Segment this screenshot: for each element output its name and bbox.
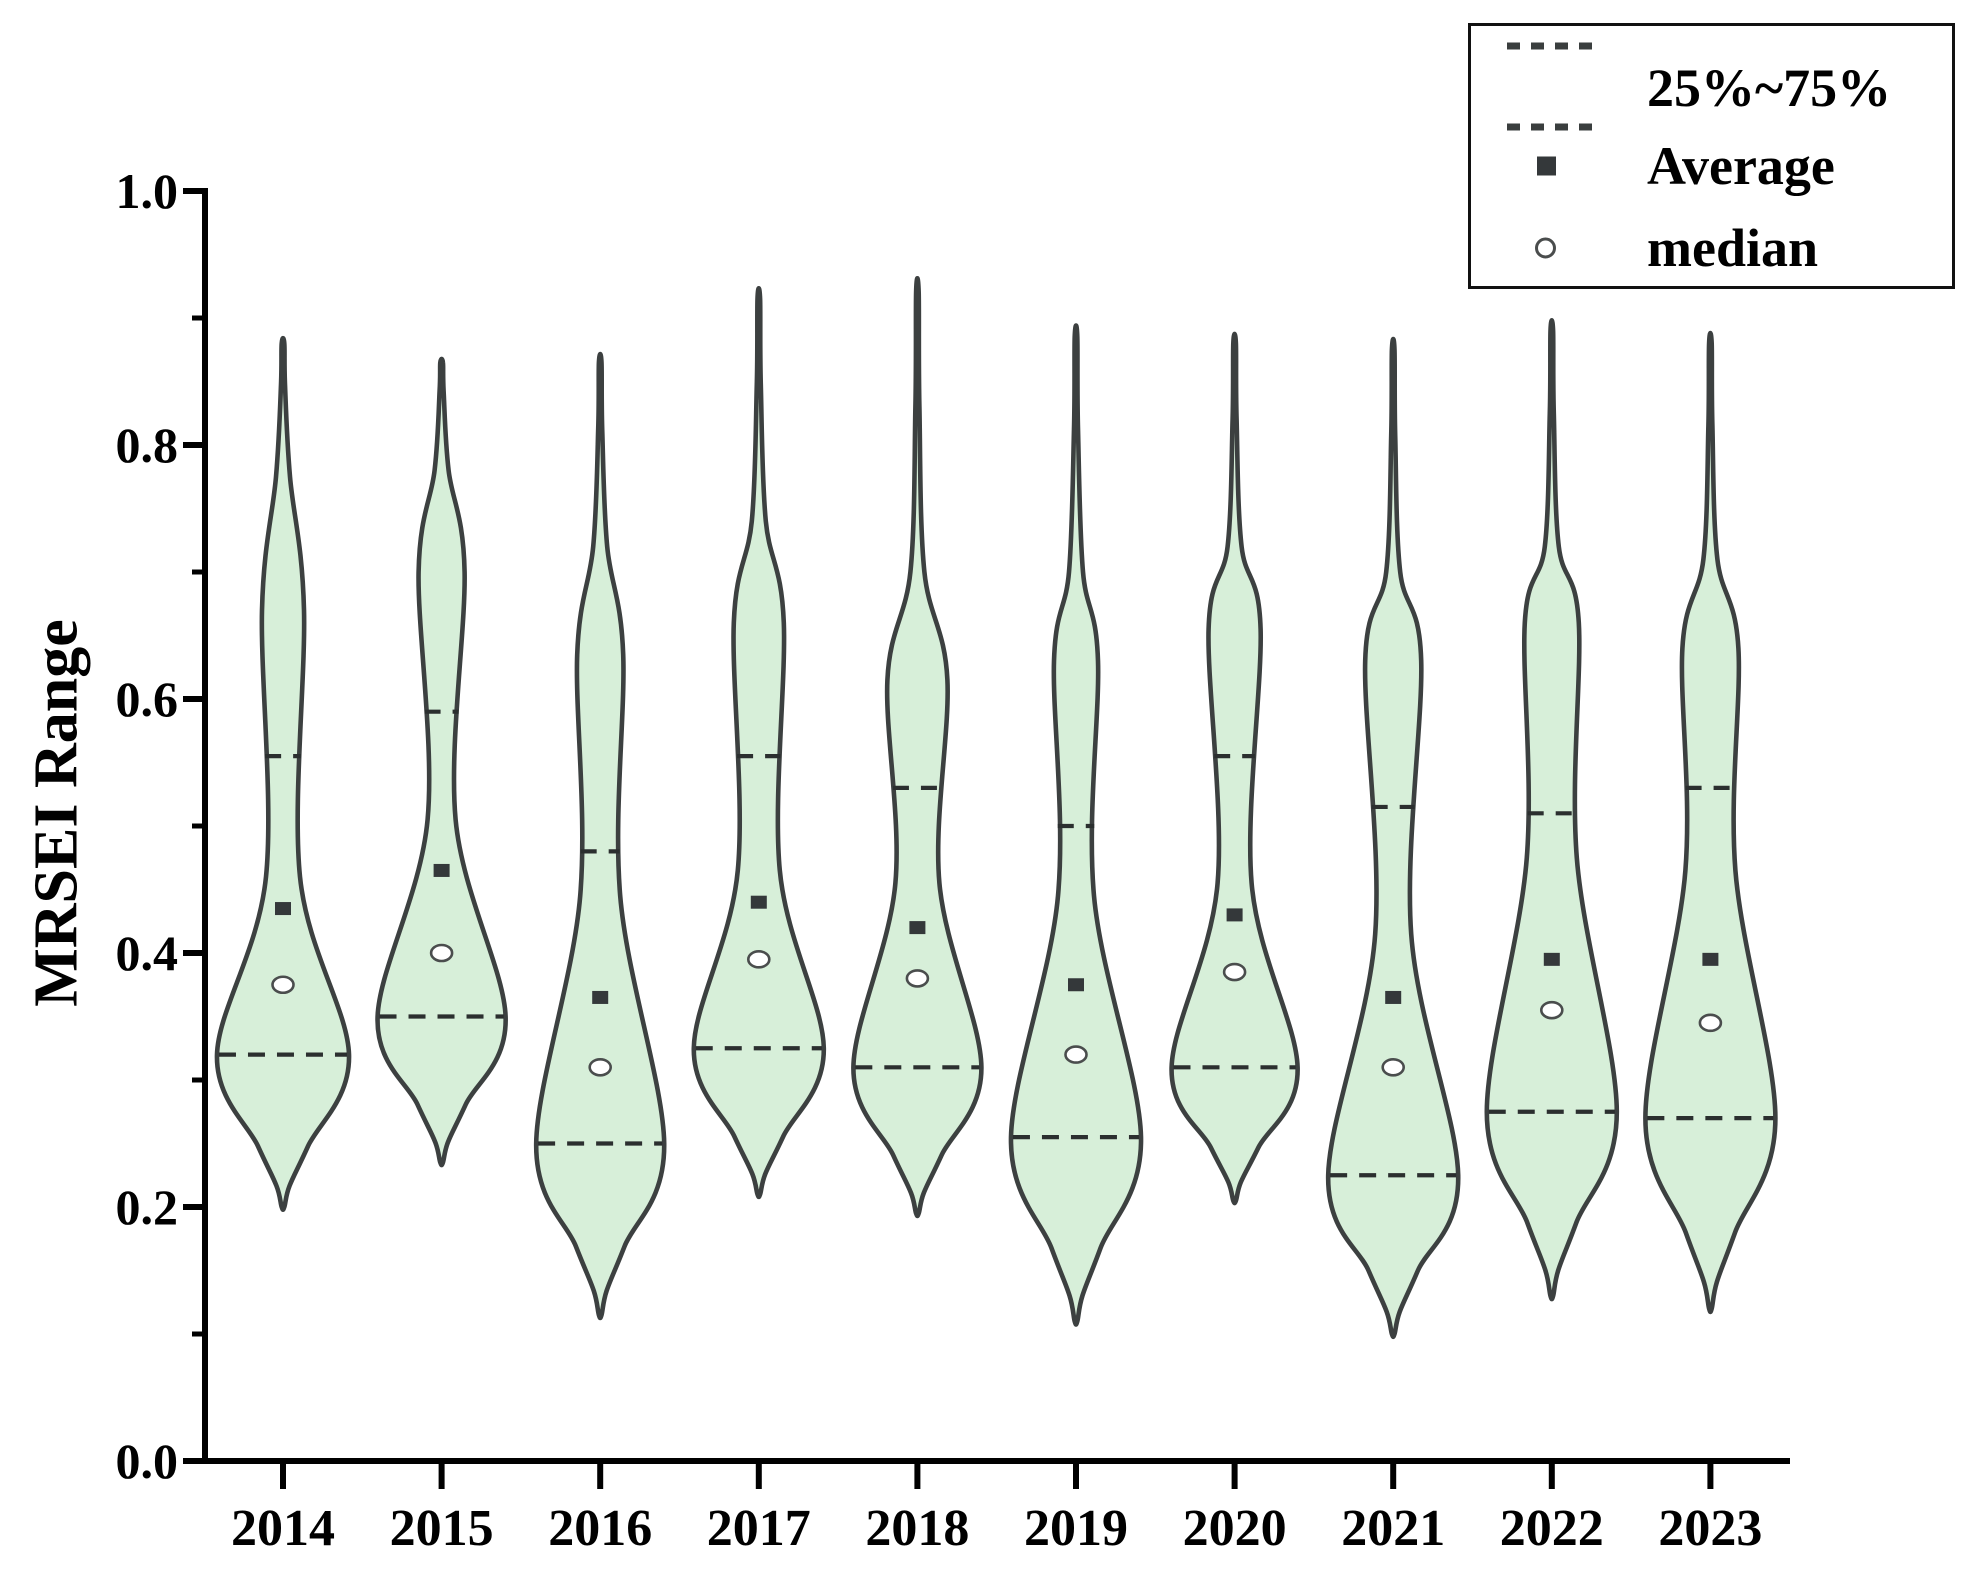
violin-2021	[1325, 336, 1461, 1340]
x-tick-label: 2020	[1183, 1500, 1287, 1557]
median-marker-2018	[905, 969, 930, 988]
mean-marker-2021	[1385, 990, 1402, 1004]
y-tick-label: 1.0	[116, 163, 179, 219]
median-marker-2017	[746, 950, 771, 969]
median-marker-2020	[1222, 962, 1247, 982]
y-axis-title: MRSEI Range	[22, 619, 91, 1007]
y-tick-label: 0.2	[116, 1179, 179, 1235]
x-tick-label: 2018	[865, 1500, 969, 1557]
average-square-icon	[1537, 156, 1556, 176]
violin-2020	[1169, 331, 1300, 1206]
violin-2019	[1008, 323, 1144, 1327]
x-tick-label: 2014	[231, 1500, 335, 1557]
y-tick-label: 0.0	[116, 1433, 179, 1489]
x-tick-label: 2022	[1500, 1500, 1604, 1557]
violin-2022	[1484, 318, 1620, 1302]
median-marker-2015	[429, 943, 454, 963]
legend-label-quartiles: 25%~75%	[1647, 58, 1892, 118]
y-tick-label: 0.4	[116, 925, 179, 981]
mean-marker-2014	[275, 902, 291, 916]
violin-2015	[375, 356, 508, 1168]
mean-marker-2023	[1702, 952, 1719, 966]
violin-2018	[851, 275, 984, 1219]
x-tick-label: 2021	[1341, 1500, 1445, 1557]
quartile-dashes-icon	[1507, 42, 1595, 131]
legend-label-average: Average	[1647, 136, 1835, 196]
median-marker-2014	[271, 975, 295, 995]
median-marker-2016	[588, 1058, 613, 1077]
violin-2014	[214, 335, 352, 1212]
y-tick-label: 0.6	[116, 671, 179, 727]
mean-marker-2020	[1226, 908, 1243, 922]
violin-2017	[691, 285, 827, 1200]
x-tick-label: 2016	[548, 1500, 652, 1557]
violin-2016	[533, 351, 667, 1321]
mean-marker-2016	[592, 990, 609, 1004]
median-marker-2022	[1540, 1000, 1564, 1020]
mean-marker-2015	[433, 863, 450, 877]
median-circle-icon	[1535, 237, 1556, 259]
violin-2023	[1643, 330, 1778, 1315]
mean-marker-2017	[750, 895, 767, 909]
median-marker-2019	[1064, 1045, 1088, 1064]
x-tick-label: 2023	[1658, 1500, 1762, 1557]
legend-label-median: median	[1647, 218, 1819, 278]
y-tick-label: 0.8	[116, 417, 179, 473]
median-marker-2021	[1381, 1058, 1405, 1077]
x-tick-label: 2019	[1024, 1500, 1128, 1557]
median-marker-2023	[1698, 1013, 1723, 1033]
mean-marker-2019	[1068, 978, 1084, 992]
x-tick-label: 2015	[390, 1500, 494, 1557]
legend: 25%~75% Average median	[1468, 23, 1955, 289]
x-tick-label: 2017	[707, 1500, 811, 1557]
mean-marker-2018	[909, 921, 926, 935]
mean-marker-2022	[1543, 952, 1560, 966]
